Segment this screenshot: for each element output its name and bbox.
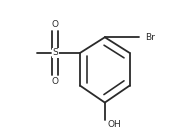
Text: Br: Br — [145, 33, 155, 42]
Text: O: O — [52, 77, 59, 86]
Text: OH: OH — [107, 120, 121, 129]
Text: O: O — [52, 20, 59, 29]
Text: S: S — [52, 48, 58, 57]
